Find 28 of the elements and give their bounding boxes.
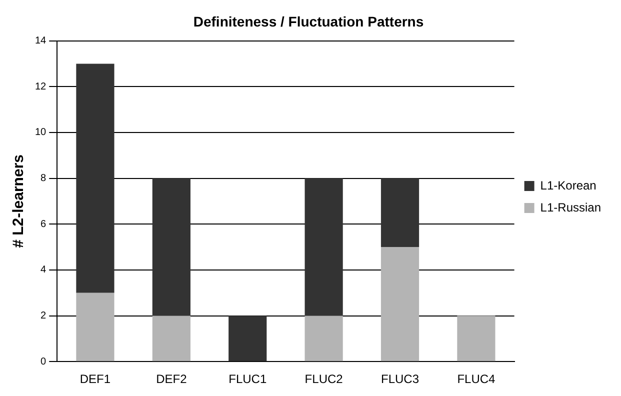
chart-title: Definiteness / Fluctuation Patterns [193, 13, 424, 30]
y-tick-label: 6 [40, 218, 47, 230]
bar [304, 178, 343, 316]
y-tick-label: 8 [40, 173, 47, 184]
y-tick-label: 4 [40, 264, 47, 276]
legend-label: L1-Russian [540, 200, 602, 214]
x-tick-label: FLUC4 [457, 372, 496, 386]
x-tick-label: FLUC1 [228, 372, 267, 386]
y-tick-label: 12 [35, 81, 47, 92]
y-tick-label: 10 [35, 127, 47, 138]
x-tick-label: FLUC2 [304, 372, 344, 386]
y-axis-title: # L2-learners [10, 154, 28, 248]
y-tick-label: 0 [40, 356, 47, 368]
bar [457, 316, 496, 362]
y-tick-label: 2 [40, 310, 47, 322]
bar [304, 316, 343, 362]
bar [228, 316, 267, 362]
bar [152, 178, 190, 316]
bar [76, 64, 114, 293]
x-tick-label: FLUC3 [381, 372, 420, 386]
x-tick-label: DEF2 [156, 372, 188, 386]
x-tick-label: DEF1 [80, 372, 111, 386]
y-tick-label: 14 [35, 36, 47, 47]
bar [76, 292, 114, 362]
bar [152, 316, 190, 362]
legend-label: L1-Korean [540, 178, 596, 192]
bar [380, 247, 420, 362]
bar [380, 178, 420, 248]
